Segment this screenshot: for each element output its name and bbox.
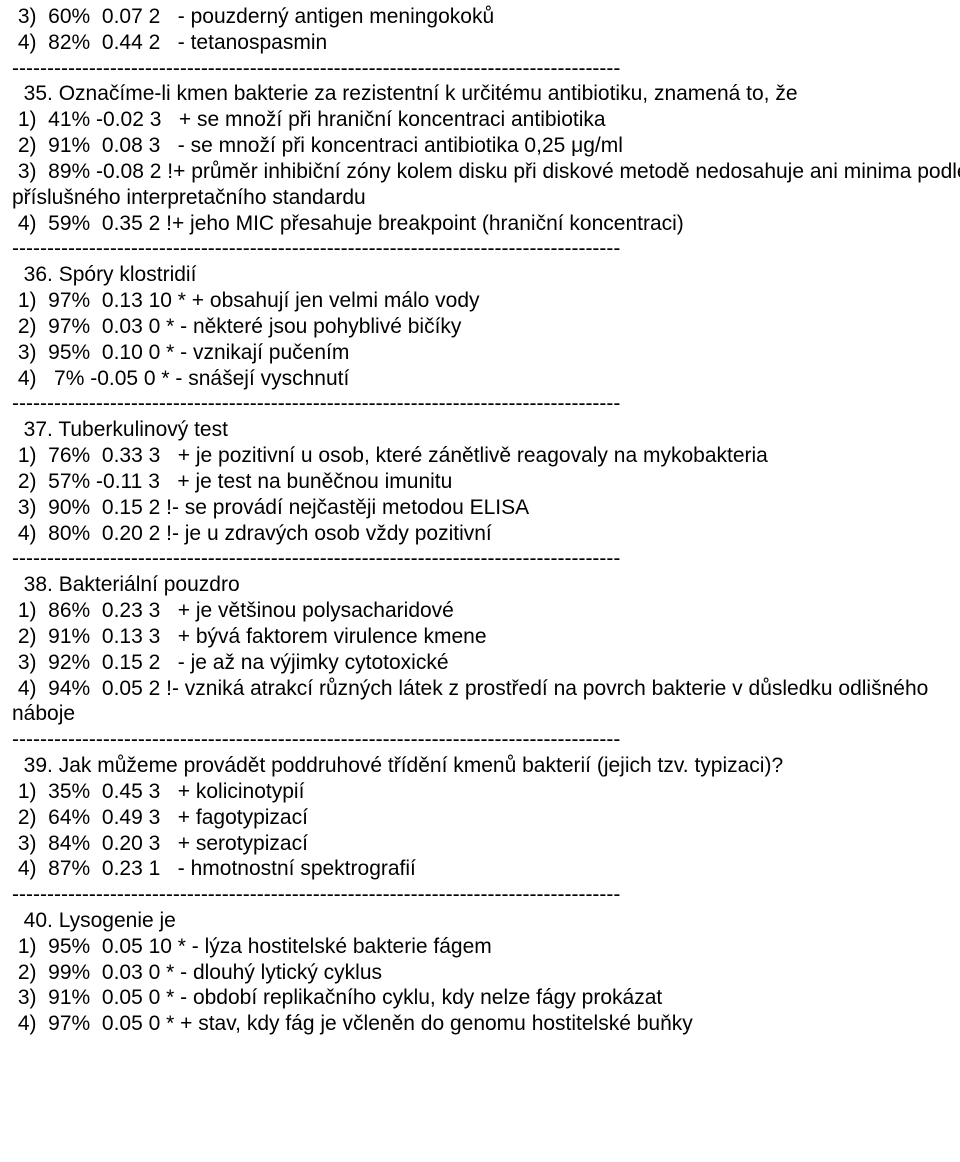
text-line: 1) 76% 0.33 3 + je pozitivní u osob, kte… — [12, 443, 960, 469]
text-line: 1) 35% 0.45 3 + kolicinotypií — [12, 779, 960, 805]
text-line: 38. Bakteriální pouzdro — [12, 572, 960, 598]
text-line: 3) 92% 0.15 2 - je až na výjimky cytotox… — [12, 650, 960, 676]
text-line: 2) 97% 0.03 0 * - některé jsou pohyblivé… — [12, 314, 960, 340]
text-line: 2) 57% -0.11 3 + je test na buněčnou imu… — [12, 469, 960, 495]
document-body: 3) 60% 0.07 2 - pouzderný antigen mening… — [12, 4, 960, 1037]
separator-line: ----------------------------------------… — [12, 546, 960, 572]
text-line: 36. Spóry klostridií — [12, 262, 960, 288]
text-line: 1) 86% 0.23 3 + je většinou polysacharid… — [12, 598, 960, 624]
text-line: 4) 59% 0.35 2 !+ jeho MIC přesahuje brea… — [12, 211, 960, 237]
text-line: 2) 91% 0.08 3 - se množí při koncentraci… — [12, 133, 960, 159]
text-line: 3) 84% 0.20 3 + serotypizací — [12, 831, 960, 857]
text-line: 2) 91% 0.13 3 + bývá faktorem virulence … — [12, 624, 960, 650]
text-line: 2) 99% 0.03 0 * - dlouhý lytický cyklus — [12, 960, 960, 986]
separator-line: ----------------------------------------… — [12, 882, 960, 908]
text-line: 4) 7% -0.05 0 * - snášejí vyschnutí — [12, 366, 960, 392]
text-line: 4) 82% 0.44 2 - tetanospasmin — [12, 30, 960, 56]
separator-line: ----------------------------------------… — [12, 56, 960, 82]
text-line: 3) 91% 0.05 0 * - období replikačního cy… — [12, 985, 960, 1011]
text-line: 1) 95% 0.05 10 * - lýza hostitelské bakt… — [12, 934, 960, 960]
text-line: 4) 94% 0.05 2 !- vzniká atrakcí různých … — [12, 676, 960, 728]
text-line: 1) 41% -0.02 3 + se množí při hraniční k… — [12, 107, 960, 133]
text-line: 4) 97% 0.05 0 * + stav, kdy fág je včlen… — [12, 1011, 960, 1037]
text-line: 37. Tuberkulinový test — [12, 417, 960, 443]
separator-line: ----------------------------------------… — [12, 727, 960, 753]
text-line: 3) 89% -0.08 2 !+ průměr inhibiční zóny … — [12, 159, 960, 211]
text-line: 40. Lysogenie je — [12, 908, 960, 934]
text-line: 3) 95% 0.10 0 * - vznikají pučením — [12, 340, 960, 366]
text-line: 4) 80% 0.20 2 !- je u zdravých osob vždy… — [12, 521, 960, 547]
text-line: 3) 60% 0.07 2 - pouzderný antigen mening… — [12, 4, 960, 30]
text-line: 2) 64% 0.49 3 + fagotypizací — [12, 805, 960, 831]
text-line: 3) 90% 0.15 2 !- se provádí nejčastěji m… — [12, 495, 960, 521]
separator-line: ----------------------------------------… — [12, 391, 960, 417]
text-line: 39. Jak můžeme provádět poddruhové třídě… — [12, 753, 960, 779]
text-line: 4) 87% 0.23 1 - hmotnostní spektrografií — [12, 856, 960, 882]
text-line: 35. Označíme-li kmen bakterie za reziste… — [12, 81, 960, 107]
text-line: 1) 97% 0.13 10 * + obsahují jen velmi má… — [12, 288, 960, 314]
separator-line: ----------------------------------------… — [12, 236, 960, 262]
